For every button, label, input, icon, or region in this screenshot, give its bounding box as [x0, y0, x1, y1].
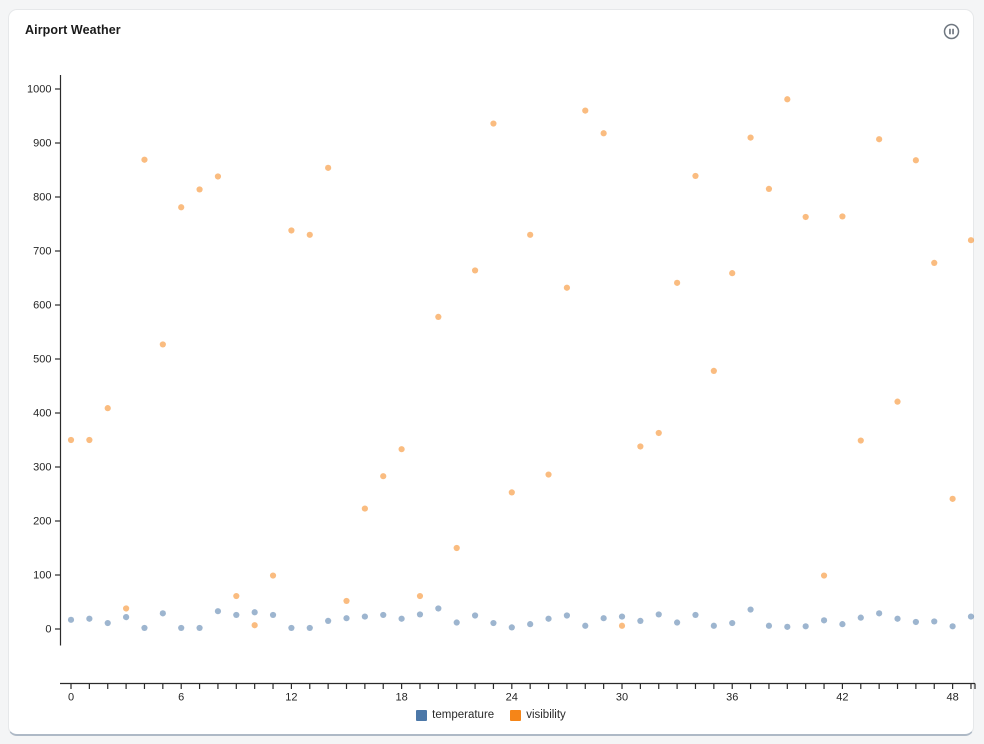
weather-panel: Airport Weather temperature visibility	[8, 9, 974, 736]
visibility-swatch	[510, 709, 522, 721]
temperature-swatch	[416, 709, 428, 721]
circle-pause-icon	[943, 23, 959, 39]
legend-label-temperature: temperature	[432, 709, 495, 721]
page-title: Airport Weather	[25, 23, 121, 37]
pause-button[interactable]	[942, 22, 960, 40]
legend-item-temperature: temperature	[416, 709, 494, 721]
legend-item-visibility: visibility	[510, 709, 566, 721]
legend-label-visibility: visibility	[526, 709, 566, 721]
chart-legend: temperature visibility	[9, 709, 973, 721]
